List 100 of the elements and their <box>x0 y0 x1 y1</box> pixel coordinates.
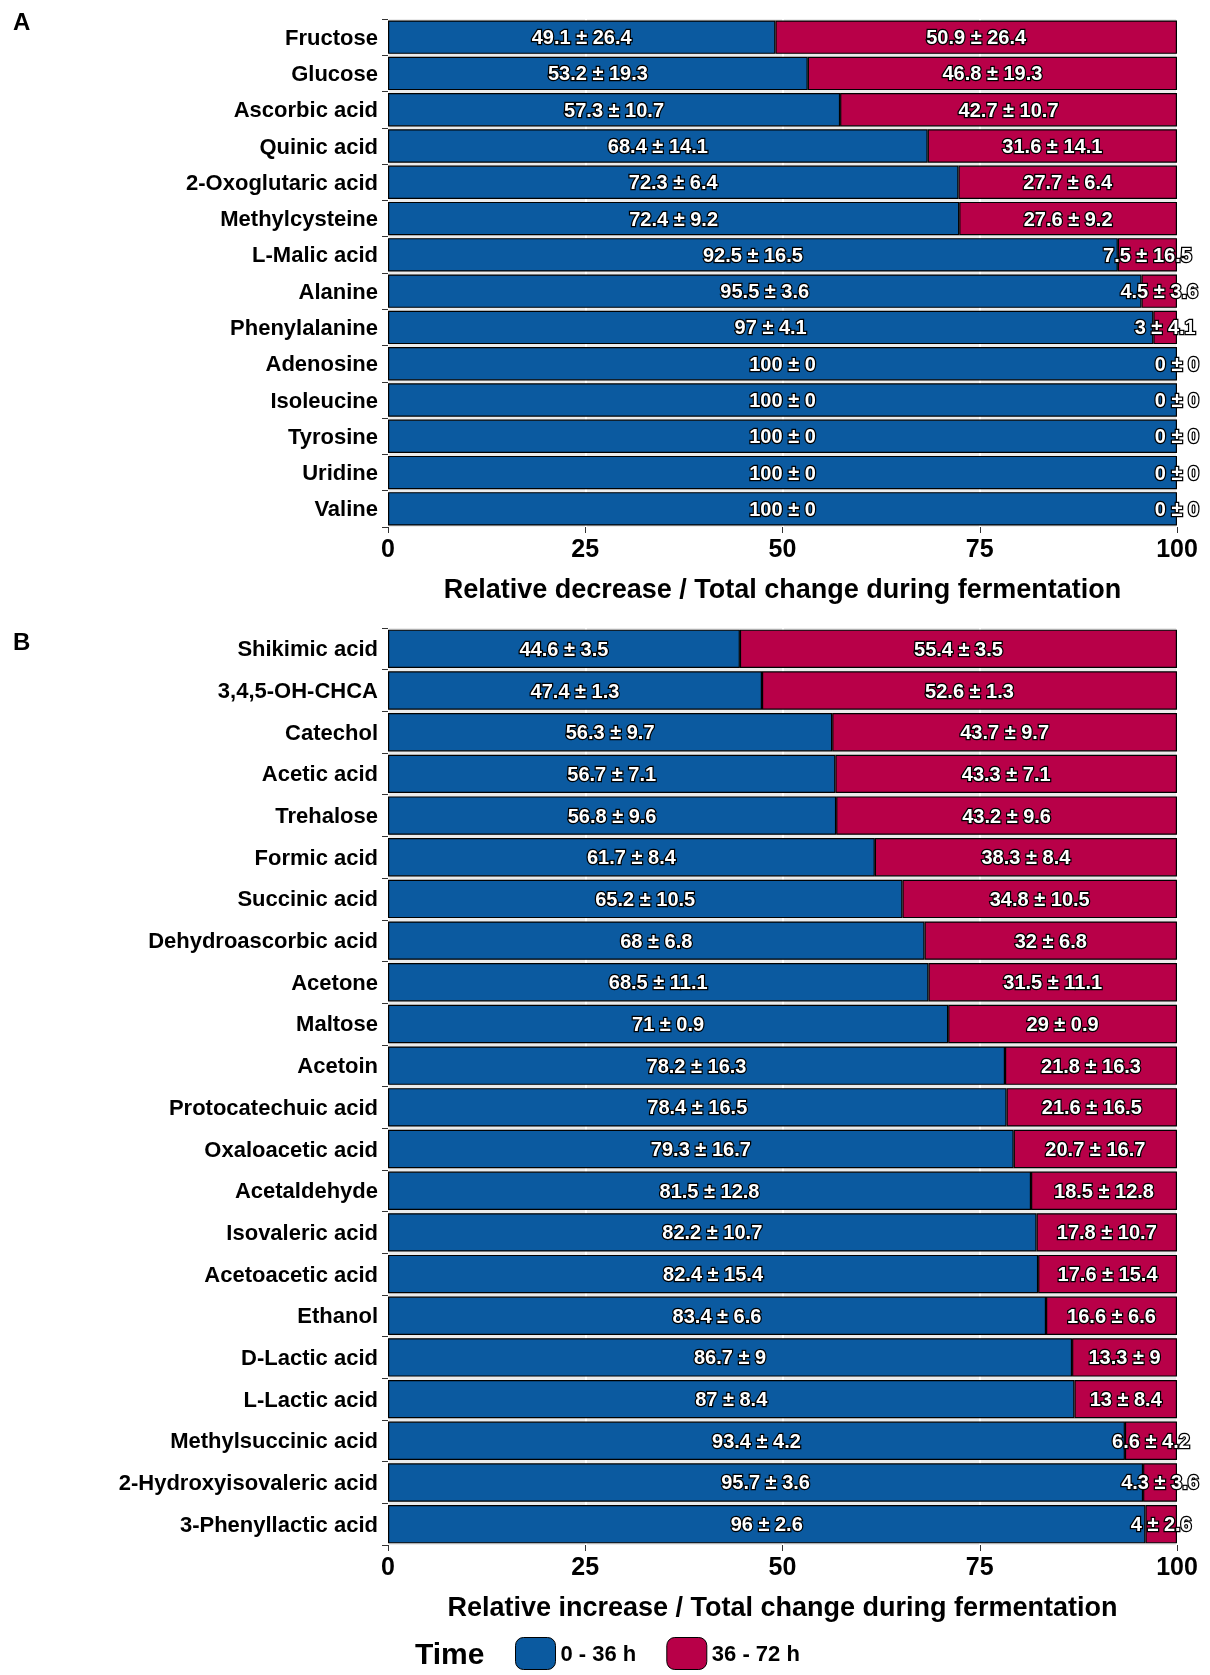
data-label: 44.6 ± 3.5 <box>519 637 609 660</box>
data-label: 21.8 ± 16.3 <box>1041 1054 1141 1077</box>
data-label: 68.5 ± 11.1 <box>608 971 708 994</box>
data-label: 61.7 ± 8.4 <box>586 846 677 869</box>
data-label: 82.4 ± 15.4 <box>663 1263 764 1286</box>
y-tick-label: Phenylalanine <box>230 314 378 340</box>
data-label: 21.6 ± 16.5 <box>1041 1096 1142 1119</box>
data-label: 92.5 ± 16.5 <box>702 243 803 266</box>
data-label: 43.2 ± 9.6 <box>962 804 1051 827</box>
y-tick-label: Acetaldehyde <box>234 1178 378 1204</box>
y-tick-label: Acetic acid <box>261 761 378 787</box>
data-label: 86.7 ± 9 <box>693 1346 767 1369</box>
data-label: 87 ± 8.4 <box>695 1388 769 1411</box>
y-tick-label: 3,4,5-OH-CHCA <box>217 678 379 704</box>
data-label: 93.4 ± 4.2 <box>712 1429 801 1452</box>
y-tick-label: Acetoin <box>297 1053 378 1079</box>
y-tick-label: Quinic acid <box>259 133 378 159</box>
y-tick-label: L-Malic acid <box>252 242 378 268</box>
y-tick-label: Glucose <box>291 60 378 86</box>
data-label: 50.9 ± 26.4 <box>926 26 1028 49</box>
text: B <box>13 627 31 655</box>
y-tick-label: Methylsuccinic acid <box>170 1428 378 1454</box>
x-tick-label: 100 <box>1156 1551 1198 1580</box>
y-tick-label: Ascorbic acid <box>233 97 378 123</box>
data-label: 6.6 ± 4.2 <box>1112 1429 1190 1452</box>
data-label: 68 ± 6.8 <box>620 929 693 952</box>
data-label: 72.3 ± 6.4 <box>628 171 719 194</box>
data-label: 31.6 ± 14.1 <box>1002 135 1103 157</box>
data-label: 0 ± 0 <box>1154 425 1200 448</box>
data-label: 31.5 ± 11.1 <box>1003 971 1103 994</box>
data-label: 0 ± 0 <box>1154 497 1200 520</box>
text: A <box>13 7 31 35</box>
data-label: 56.8 ± 9.6 <box>567 804 657 827</box>
data-label: 96 ± 2.6 <box>730 1513 803 1536</box>
x-tick-label: 0 <box>381 1551 395 1580</box>
x-axis-title: Relative decrease / Total change during fermentation <box>443 573 1122 604</box>
data-label: 56.7 ± 7.1 <box>567 762 657 785</box>
data-label: 20.7 ± 16.7 <box>1045 1138 1146 1161</box>
data-label: 78.4 ± 16.5 <box>647 1096 748 1119</box>
x-tick-label: 50 <box>768 533 797 562</box>
y-tick-label: Maltose <box>296 1011 378 1037</box>
data-label: 27.7 ± 6.4 <box>1023 171 1113 194</box>
data-label: 13.3 ± 9 <box>1088 1346 1161 1369</box>
data-label: 72.4 ± 9.2 <box>629 207 719 230</box>
y-tick-label: Trehalose <box>275 803 378 829</box>
data-label: 42.7 ± 10.7 <box>958 98 1059 121</box>
data-label: 47.4 ± 1.3 <box>530 679 620 702</box>
y-tick-label: Adenosine <box>265 351 378 377</box>
data-label: 100 ± 0 <box>749 389 816 411</box>
y-tick-label: Uridine <box>302 460 378 486</box>
x-tick-label: 100 <box>1156 533 1198 562</box>
y-tick-label: 2-Hydroxyisovaleric acid <box>118 1469 378 1495</box>
y-tick-label: Isoleucine <box>270 387 378 413</box>
data-label: 46.8 ± 19.3 <box>942 62 1043 85</box>
data-label: 17.6 ± 15.4 <box>1057 1263 1159 1286</box>
y-tick-label: Formic acid <box>254 844 378 870</box>
data-label: 57.3 ± 10.7 <box>564 98 665 121</box>
y-tick-label: Isovaleric acid <box>226 1219 378 1245</box>
y-tick-label: 3-Phenyllactic acid <box>179 1511 378 1537</box>
data-label: 95.5 ± 3.6 <box>720 280 810 303</box>
x-tick-label: 75 <box>965 533 994 562</box>
data-label: 29 ± 0.9 <box>1026 1012 1099 1035</box>
data-label: 32 ± 6.8 <box>1014 929 1087 952</box>
y-tick-label: Alanine <box>298 278 378 304</box>
y-tick-label: Tyrosine <box>287 423 378 449</box>
y-tick-label: Catechol <box>285 719 378 745</box>
data-label: 78.2 ± 16.3 <box>646 1054 747 1077</box>
y-tick-label: Acetoacetic acid <box>204 1261 378 1287</box>
y-tick-label: Acetone <box>291 969 378 995</box>
x-tick-label: 25 <box>571 533 600 562</box>
data-label: 43.3 ± 7.1 <box>961 762 1051 785</box>
data-label: 0 ± 0 <box>1154 461 1200 484</box>
data-label: 43.7 ± 9.7 <box>960 721 1050 744</box>
x-tick-label: 50 <box>768 1551 797 1580</box>
x-tick-label: 0 <box>381 533 395 562</box>
data-label: 100 ± 0 <box>749 425 816 448</box>
data-label: 27.6 ± 9.2 <box>1023 207 1113 230</box>
y-tick-label: Oxaloacetic acid <box>204 1136 378 1162</box>
data-label: 18.5 ± 12.8 <box>1054 1179 1154 1202</box>
y-tick-label: Valine <box>314 496 378 522</box>
data-label: 16.6 ± 6.6 <box>1067 1304 1156 1327</box>
x-tick-label: 75 <box>965 1551 994 1580</box>
data-label: 79.3 ± 16.7 <box>650 1138 751 1161</box>
data-label: 100 ± 0 <box>749 497 816 520</box>
data-label: 81.5 ± 12.8 <box>659 1179 760 1202</box>
data-label: 13 ± 8.4 <box>1089 1388 1163 1411</box>
data-label: 100 ± 0 <box>749 352 816 375</box>
data-label: 56.3 ± 9.7 <box>565 721 655 744</box>
y-tick-label: Succinic acid <box>237 886 378 912</box>
data-label: 97 ± 4.1 <box>734 316 807 339</box>
data-label: 0 ± 0 <box>1154 389 1200 411</box>
y-tick-label: 2-Oxoglutaric acid <box>186 169 378 195</box>
data-label: 95.7 ± 3.6 <box>721 1471 810 1494</box>
data-label: 52.6 ± 1.3 <box>925 679 1014 702</box>
data-label: 65.2 ± 10.5 <box>595 887 696 910</box>
y-tick-label: Ethanol <box>297 1303 378 1329</box>
x-tick-label: 25 <box>571 1551 600 1580</box>
data-label: 53.2 ± 19.3 <box>547 62 648 85</box>
legend-label: 36 - 72 h <box>711 1641 800 1666</box>
data-label: 100 ± 0 <box>749 461 816 484</box>
